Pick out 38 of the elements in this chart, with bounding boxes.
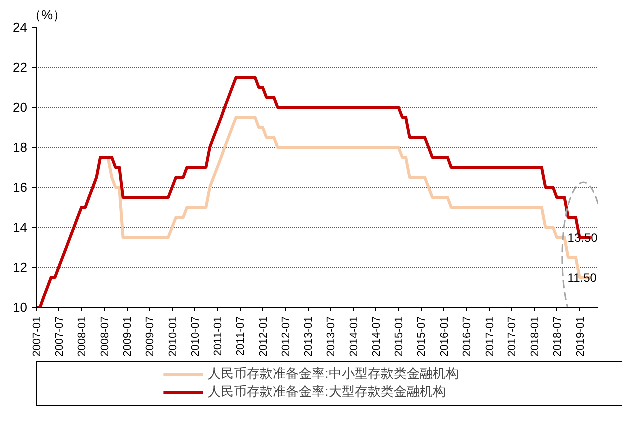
y-tick-label: 24 <box>13 20 28 35</box>
x-tick-label: 2012-01 <box>258 316 270 357</box>
x-tick-label: 2014-07 <box>370 316 383 357</box>
y-tick-label: 14 <box>13 220 28 235</box>
x-tick-label: 2011-01 <box>212 316 225 356</box>
y-tick-label: 22 <box>13 60 28 75</box>
annotation: 13.50 <box>568 231 598 245</box>
legend-label: 人民币存款准备金率:中小型存款类金融机构 <box>208 365 459 383</box>
x-tick-label: 2008-01 <box>76 316 89 357</box>
x-tick-label: 2007-07 <box>54 316 66 357</box>
x-tick-label: 2015-01 <box>394 316 406 357</box>
y-tick-label: 12 <box>13 260 28 275</box>
x-tick-label: 2009-07 <box>144 316 157 357</box>
y-axis-title: （%） <box>28 8 66 22</box>
y-tick-label: 10 <box>13 300 28 315</box>
y-tick-label: 16 <box>13 180 28 195</box>
annotation: 11.50 <box>568 271 598 285</box>
x-tick-label: 2016-01 <box>438 316 451 357</box>
y-tick-label: 20 <box>13 100 28 115</box>
x-tick-label: 2010-07 <box>190 316 202 357</box>
y-tick-label: 18 <box>13 140 28 155</box>
x-tick-label: 2015-07 <box>416 316 428 357</box>
x-tick-label: 2017-01 <box>484 316 496 357</box>
x-tick-label: 2010-01 <box>167 316 180 357</box>
x-tick-label: 2011-07 <box>235 316 248 356</box>
x-tick-label: 2014-01 <box>348 316 360 357</box>
x-tick-label: 2019-01 <box>574 316 587 357</box>
x-tick-label: 2012-07 <box>280 316 292 357</box>
x-tick-label: 2013-01 <box>303 316 316 357</box>
x-tick-label: 2016-07 <box>461 316 474 357</box>
x-tick-label: 2017-07 <box>506 316 519 357</box>
x-tick-label: 2018-07 <box>552 316 564 357</box>
x-tick-label: 2009-01 <box>122 316 134 357</box>
x-tick-label: 2013-07 <box>326 316 338 357</box>
legend-label: 人民币存款准备金率:大型存款类金融机构 <box>208 383 446 401</box>
x-tick-label: 2018-01 <box>530 316 542 357</box>
x-tick-label: 2008-07 <box>99 316 112 357</box>
x-tick-label: 2007-01 <box>32 316 44 357</box>
